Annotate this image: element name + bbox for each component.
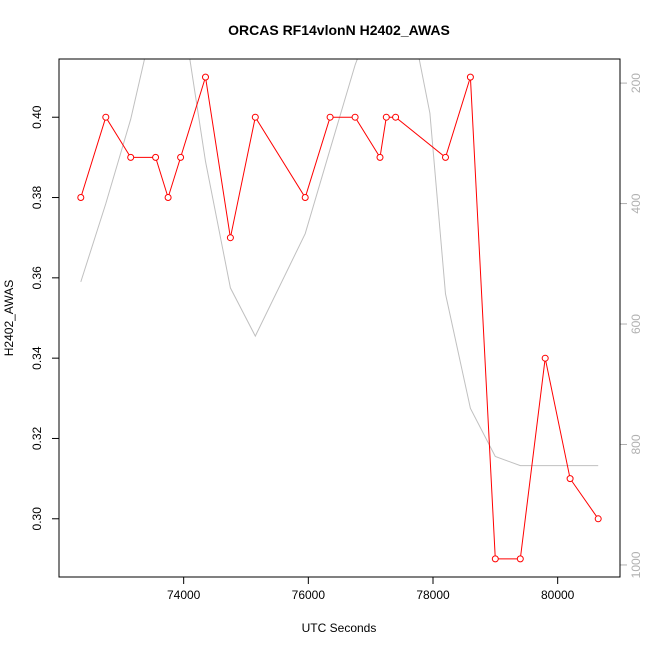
right-y-tick-label: 600: [629, 314, 643, 334]
data-point: [102, 113, 110, 121]
y-tick-label: 0.30: [30, 507, 44, 531]
right-y-tick-label: 200: [629, 73, 643, 93]
data-point: [202, 73, 209, 81]
data-point: [566, 475, 574, 483]
red-series-line: [80, 76, 599, 560]
y-tick-label: 0.38: [30, 186, 44, 210]
x-axis-label: UTC Seconds: [302, 621, 377, 635]
data-point: [326, 113, 334, 121]
right-y-tick-label: 1000: [629, 551, 643, 578]
data-point: [466, 73, 474, 81]
data-point: [301, 194, 309, 201]
data-point: [351, 113, 359, 121]
grey-series-line: [80, 59, 599, 467]
x-tick-label: 78000: [416, 588, 450, 602]
right-y-axis: 200 400 600 800 1000: [620, 73, 643, 578]
y-tick-label: 0.32: [30, 426, 44, 450]
right-y-tick-label: 800: [629, 434, 643, 454]
data-point: [442, 153, 449, 161]
data-point: [516, 555, 524, 563]
x-tick-label: 80000: [541, 588, 575, 602]
x-tick-label: 74000: [167, 588, 201, 602]
data-point: [177, 153, 185, 161]
plot-frame: [58, 58, 621, 578]
y-axis: 0.30 0.32 0.34 0.36 0.38 0.40: [30, 105, 59, 530]
y-tick-label: 0.36: [30, 266, 44, 290]
data-point: [152, 153, 160, 161]
x-tick-label: 76000: [292, 588, 326, 602]
data-point: [376, 153, 384, 161]
series-layer: [77, 59, 602, 563]
data-point: [77, 194, 85, 201]
data-point: [491, 555, 499, 563]
chart-title: ORCAS RF14vlonN H2402_AWAS: [228, 22, 450, 38]
data-point: [382, 113, 390, 121]
data-point: [541, 354, 549, 362]
y-axis-label: H2402_AWAS: [2, 280, 16, 356]
data-point: [226, 234, 234, 242]
y-tick-label: 0.34: [30, 346, 44, 370]
data-point: [127, 153, 135, 161]
y-tick-label: 0.40: [30, 105, 44, 129]
x-axis: 74000 76000 78000 80000: [167, 577, 575, 602]
data-point: [392, 113, 400, 121]
data-point: [164, 194, 172, 201]
data-point: [251, 113, 259, 121]
right-y-tick-label: 400: [629, 193, 643, 213]
data-point: [594, 515, 602, 523]
